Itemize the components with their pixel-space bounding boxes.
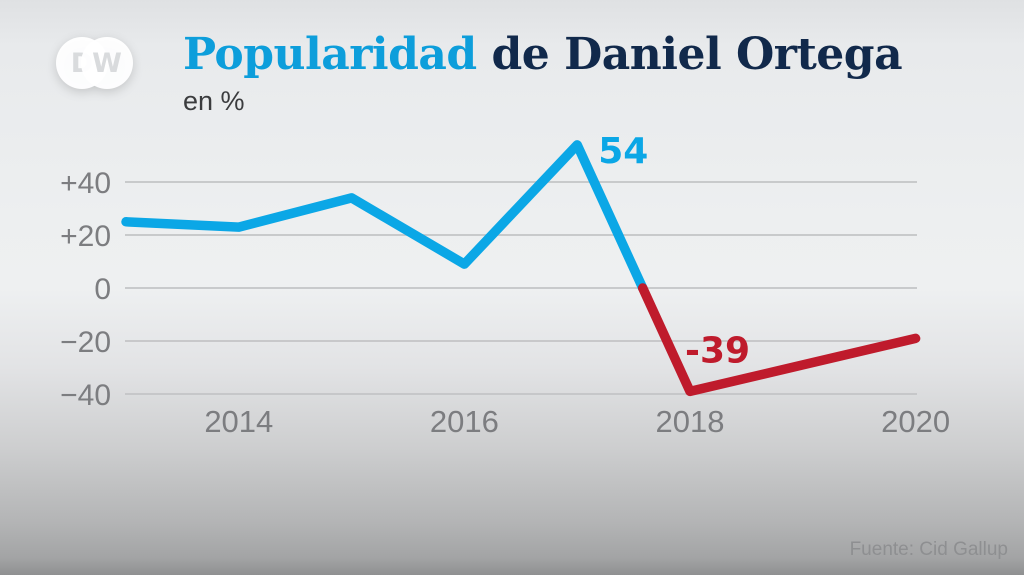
source-attribution: Fuente: Cid Gallup (849, 539, 1008, 560)
y-axis-label: 0 (94, 273, 111, 306)
y-axis-label: −40 (60, 379, 111, 412)
y-axis-label: −20 (60, 326, 111, 359)
data-point-label: 54 (598, 131, 648, 172)
x-axis-label: 2016 (430, 404, 499, 439)
y-axis-label: +40 (60, 167, 111, 200)
chart-title: Popularidad de Daniel Ortega (183, 33, 903, 77)
x-axis-label: 2020 (881, 404, 950, 439)
popularity-line-positive-segment (121, 140, 648, 293)
chart-subtitle: en % (183, 86, 245, 116)
y-axis-label: +20 (60, 220, 111, 253)
dw-logo-letter-w: W (92, 47, 122, 79)
x-axis-label: 2014 (204, 404, 273, 439)
x-axis-label: 2018 (656, 404, 725, 439)
dw-logo-circle-w: W (81, 37, 133, 89)
chart-header: Popularidad de Daniel Ortega en % (183, 33, 903, 116)
chart-title-highlight: Popularidad (183, 29, 477, 80)
data-point-label: -39 (685, 330, 750, 371)
popularity-line-negative-segment (637, 283, 921, 397)
chart-title-rest: de Daniel Ortega (491, 29, 903, 80)
